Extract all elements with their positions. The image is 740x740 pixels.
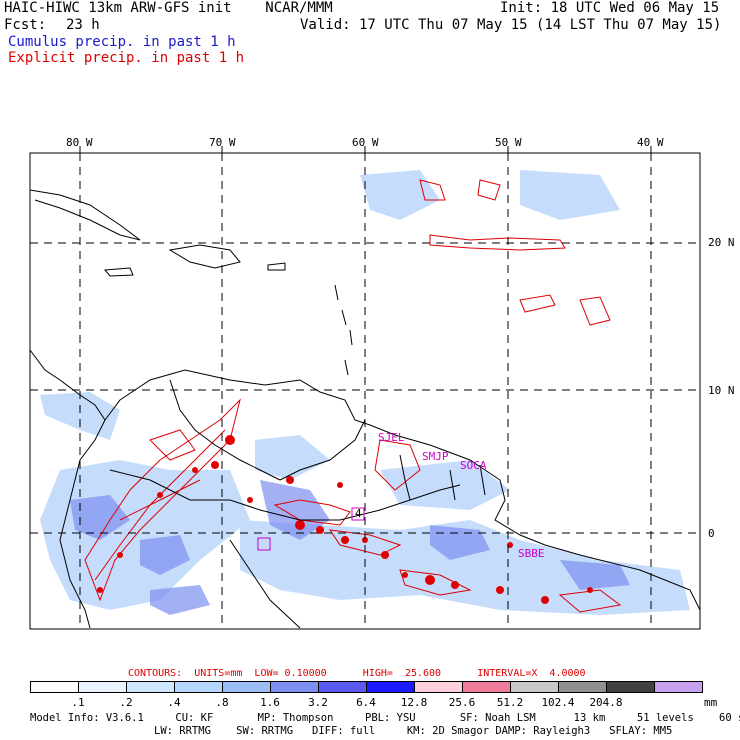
explicit-legend: Explicit precip. in past 1 h	[8, 50, 245, 66]
colorbar-segment	[510, 681, 559, 693]
colorbar-unit: mm	[704, 696, 718, 709]
lon-label-40w: 40 W	[637, 136, 664, 149]
station-box-marker	[257, 537, 271, 551]
colorbar-segment	[174, 681, 223, 693]
place-markers	[257, 507, 365, 551]
title-text: HAIC-HIWC 13km ARW-GFS init NCAR/MMM	[4, 0, 333, 16]
colorbar-tick-label: 3.2	[308, 696, 328, 709]
lat-label-20n: 20 N	[708, 236, 735, 249]
station-box-marker	[351, 507, 365, 521]
valid-time: Valid: 17 UTC Thu 07 May 15 (14 LST Thu …	[300, 17, 722, 33]
colorbar-tick-label: 12.8	[400, 696, 428, 709]
init-time: Init: 18 UTC Wed 06 May 15	[500, 0, 720, 16]
colorbar-tick-label: 25.6	[448, 696, 476, 709]
lon-label-50w: 50 W	[495, 136, 522, 149]
colorbar-segment	[318, 681, 367, 693]
colorbar-segment	[30, 681, 79, 693]
colorbar-segment	[270, 681, 319, 693]
lon-label-80w: 80 W	[66, 136, 93, 149]
colorbar-tick-label: 102.4	[541, 696, 575, 709]
contour-info: CONTOURS: UNITS=mm LOW= 0.10000 HIGH= 25…	[128, 668, 586, 679]
station-label-sbbe: SBBE	[518, 547, 545, 560]
colorbar-segment	[558, 681, 607, 693]
station-label-smjp: SMJP	[422, 450, 449, 463]
explicit-precip-contours	[84, 179, 622, 613]
coastlines	[29, 189, 701, 629]
colorbar-tick-label: .2	[119, 696, 133, 709]
forecast-hours: 23 h	[66, 17, 100, 33]
cumulus-precip-core	[70, 480, 630, 615]
box-label: 4	[355, 507, 362, 520]
forecast-label: Fcst:	[4, 17, 47, 33]
colorbar-tick-label: 204.8	[589, 696, 623, 709]
station-label-soca: SOCA	[460, 459, 487, 472]
colorbar-segment	[414, 681, 463, 693]
lat-label-10n: 10 N	[708, 384, 735, 397]
colorbar-segment	[78, 681, 127, 693]
lon-ticks	[79, 146, 652, 153]
model-info-line2: LW: RRTMG SW: RRTMG DIFF: full KM: 2D Sm…	[154, 725, 673, 737]
lat-label-0: 0	[708, 527, 715, 540]
colorbar-segment	[654, 681, 703, 693]
model-info-line1: Model Info: V3.6.1 CU: KF MP: Thompson P…	[30, 712, 740, 724]
colorbar-segment	[222, 681, 271, 693]
colorbar-segment	[606, 681, 655, 693]
cumulus-legend: Cumulus precip. in past 1 h	[8, 34, 236, 50]
lat-lon-grid	[30, 153, 700, 629]
station-label-sjel: SJEL	[378, 431, 405, 444]
colorbar-tick-label: 51.2	[496, 696, 524, 709]
colorbar-tick-label: .8	[215, 696, 229, 709]
colorbar-tick-label: .1	[71, 696, 85, 709]
colorbar-tick-label: 6.4	[356, 696, 376, 709]
colorbar-segment	[462, 681, 511, 693]
lon-label-60w: 60 W	[352, 136, 379, 149]
colorbar-tick-label: .4	[167, 696, 181, 709]
colorbar-tick-label: 1.6	[260, 696, 280, 709]
cumulus-precip-field	[40, 170, 690, 615]
lon-label-70w: 70 W	[209, 136, 236, 149]
colorbar-segment	[126, 681, 175, 693]
colorbar-segment	[366, 681, 415, 693]
